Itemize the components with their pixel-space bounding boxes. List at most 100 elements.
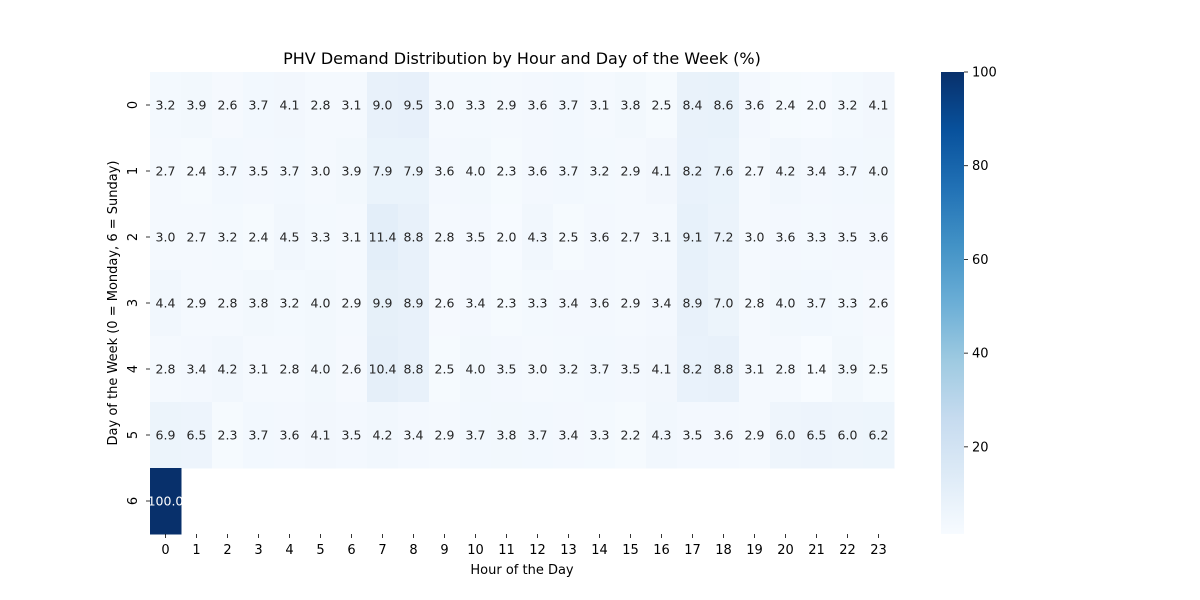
heatmap-cell bbox=[336, 402, 368, 469]
heatmap-cell bbox=[708, 72, 740, 139]
heatmap-cell bbox=[615, 138, 647, 205]
cell-value-label: 3.7 bbox=[838, 164, 858, 179]
cell-value-label: 3.7 bbox=[249, 428, 269, 443]
cell-value-label: 3.1 bbox=[745, 362, 765, 377]
heatmap-cell bbox=[398, 270, 430, 337]
heatmap-cell bbox=[305, 270, 337, 337]
heatmap-cell bbox=[801, 402, 833, 469]
heatmap-cell bbox=[181, 204, 213, 271]
cell-value-label: 3.6 bbox=[776, 230, 796, 245]
heatmap-cell bbox=[832, 336, 864, 403]
cell-value-label: 7.0 bbox=[714, 296, 734, 311]
heatmap-cell bbox=[615, 204, 647, 271]
heatmap-cell bbox=[243, 270, 275, 337]
heatmap-cell bbox=[305, 402, 337, 469]
cell-value-label: 3.1 bbox=[652, 230, 672, 245]
cell-value-label: 3.9 bbox=[342, 164, 362, 179]
cell-value-label: 2.7 bbox=[156, 164, 176, 179]
cell-value-label: 2.0 bbox=[497, 230, 517, 245]
cell-value-label: 3.2 bbox=[590, 164, 610, 179]
x-tick-label: 4 bbox=[285, 543, 293, 558]
cell-value-label: 6.5 bbox=[187, 428, 207, 443]
x-tick-label: 1 bbox=[192, 543, 200, 558]
cell-value-label: 3.6 bbox=[745, 98, 765, 113]
heatmap-cell bbox=[150, 402, 182, 469]
cell-value-label: 3.9 bbox=[838, 362, 858, 377]
cell-value-label: 9.9 bbox=[373, 296, 393, 311]
heatmap-cell bbox=[677, 270, 709, 337]
cell-value-label: 2.8 bbox=[745, 296, 765, 311]
cell-value-label: 2.4 bbox=[776, 98, 796, 113]
cell-value-label: 3.5 bbox=[249, 164, 269, 179]
cell-value-label: 3.6 bbox=[528, 164, 548, 179]
heatmap-cell bbox=[305, 72, 337, 139]
cell-value-label: 4.0 bbox=[776, 296, 796, 311]
cell-value-label: 4.2 bbox=[218, 362, 238, 377]
heatmap-cell bbox=[863, 336, 895, 403]
cell-value-label: 3.4 bbox=[559, 428, 579, 443]
y-tick-label: 5 bbox=[126, 431, 141, 439]
cell-value-label: 4.3 bbox=[652, 428, 672, 443]
heatmap-cell bbox=[491, 138, 523, 205]
cell-value-label: 4.1 bbox=[869, 98, 889, 113]
cell-value-label: 6.0 bbox=[838, 428, 858, 443]
heatmap-cell bbox=[305, 138, 337, 205]
heatmap-cell bbox=[522, 270, 554, 337]
cell-value-label: 7.6 bbox=[714, 164, 734, 179]
cell-value-label: 2.7 bbox=[745, 164, 765, 179]
cell-value-label: 4.0 bbox=[869, 164, 889, 179]
x-tick-label: 7 bbox=[378, 543, 386, 558]
heatmap-cell bbox=[212, 72, 244, 139]
heatmap-cell bbox=[522, 402, 554, 469]
cell-value-label: 6.0 bbox=[776, 428, 796, 443]
cell-value-label: 3.1 bbox=[590, 98, 610, 113]
heatmap-cell bbox=[522, 204, 554, 271]
heatmap-cell bbox=[863, 138, 895, 205]
y-tick-label: 2 bbox=[126, 233, 141, 241]
cell-value-label: 4.0 bbox=[311, 296, 331, 311]
heatmap-cell bbox=[429, 204, 461, 271]
heatmap-cell bbox=[615, 72, 647, 139]
heatmap-cell bbox=[398, 336, 430, 403]
heatmap-cell bbox=[367, 72, 399, 139]
cell-value-label: 3.3 bbox=[807, 230, 827, 245]
heatmap-cell bbox=[770, 72, 802, 139]
cell-value-label: 8.8 bbox=[714, 362, 734, 377]
heatmap-cell bbox=[553, 336, 585, 403]
cell-value-label: 2.9 bbox=[745, 428, 765, 443]
heatmap-cell bbox=[367, 402, 399, 469]
heatmap-cell bbox=[212, 138, 244, 205]
cell-value-label: 8.8 bbox=[404, 230, 424, 245]
heatmap-cell bbox=[305, 336, 337, 403]
cell-value-label: 4.1 bbox=[311, 428, 331, 443]
heatmap-cell bbox=[491, 402, 523, 469]
heatmap-cell bbox=[398, 72, 430, 139]
x-tick-label: 17 bbox=[684, 543, 701, 558]
heatmap-cell bbox=[491, 336, 523, 403]
cell-value-label: 6.2 bbox=[869, 428, 889, 443]
heatmap-cell bbox=[305, 204, 337, 271]
heatmap-cell bbox=[739, 336, 771, 403]
cell-value-label: 3.4 bbox=[652, 296, 672, 311]
cell-value-label: 3.0 bbox=[156, 230, 176, 245]
cell-value-label: 2.5 bbox=[652, 98, 672, 113]
heatmap-cell bbox=[181, 402, 213, 469]
heatmap-cell bbox=[398, 402, 430, 469]
cell-value-label: 2.9 bbox=[621, 296, 641, 311]
heatmap-cell bbox=[832, 270, 864, 337]
heatmap-cell bbox=[863, 402, 895, 469]
x-tick-label: 19 bbox=[746, 543, 763, 558]
cell-value-label: 2.8 bbox=[280, 362, 300, 377]
heatmap-cell bbox=[801, 138, 833, 205]
cell-value-label: 3.8 bbox=[249, 296, 269, 311]
heatmap-cell bbox=[181, 270, 213, 337]
x-tick-label: 5 bbox=[316, 543, 324, 558]
cell-value-label: 3.7 bbox=[559, 98, 579, 113]
cell-value-label: 3.1 bbox=[342, 98, 362, 113]
y-axis-label: Day of the Week (0 = Monday, 6 = Sunday) bbox=[106, 161, 121, 446]
heatmap-cell bbox=[522, 138, 554, 205]
x-tick-label: 15 bbox=[622, 543, 639, 558]
cell-value-label: 3.9 bbox=[187, 98, 207, 113]
cell-value-label: 2.4 bbox=[187, 164, 207, 179]
